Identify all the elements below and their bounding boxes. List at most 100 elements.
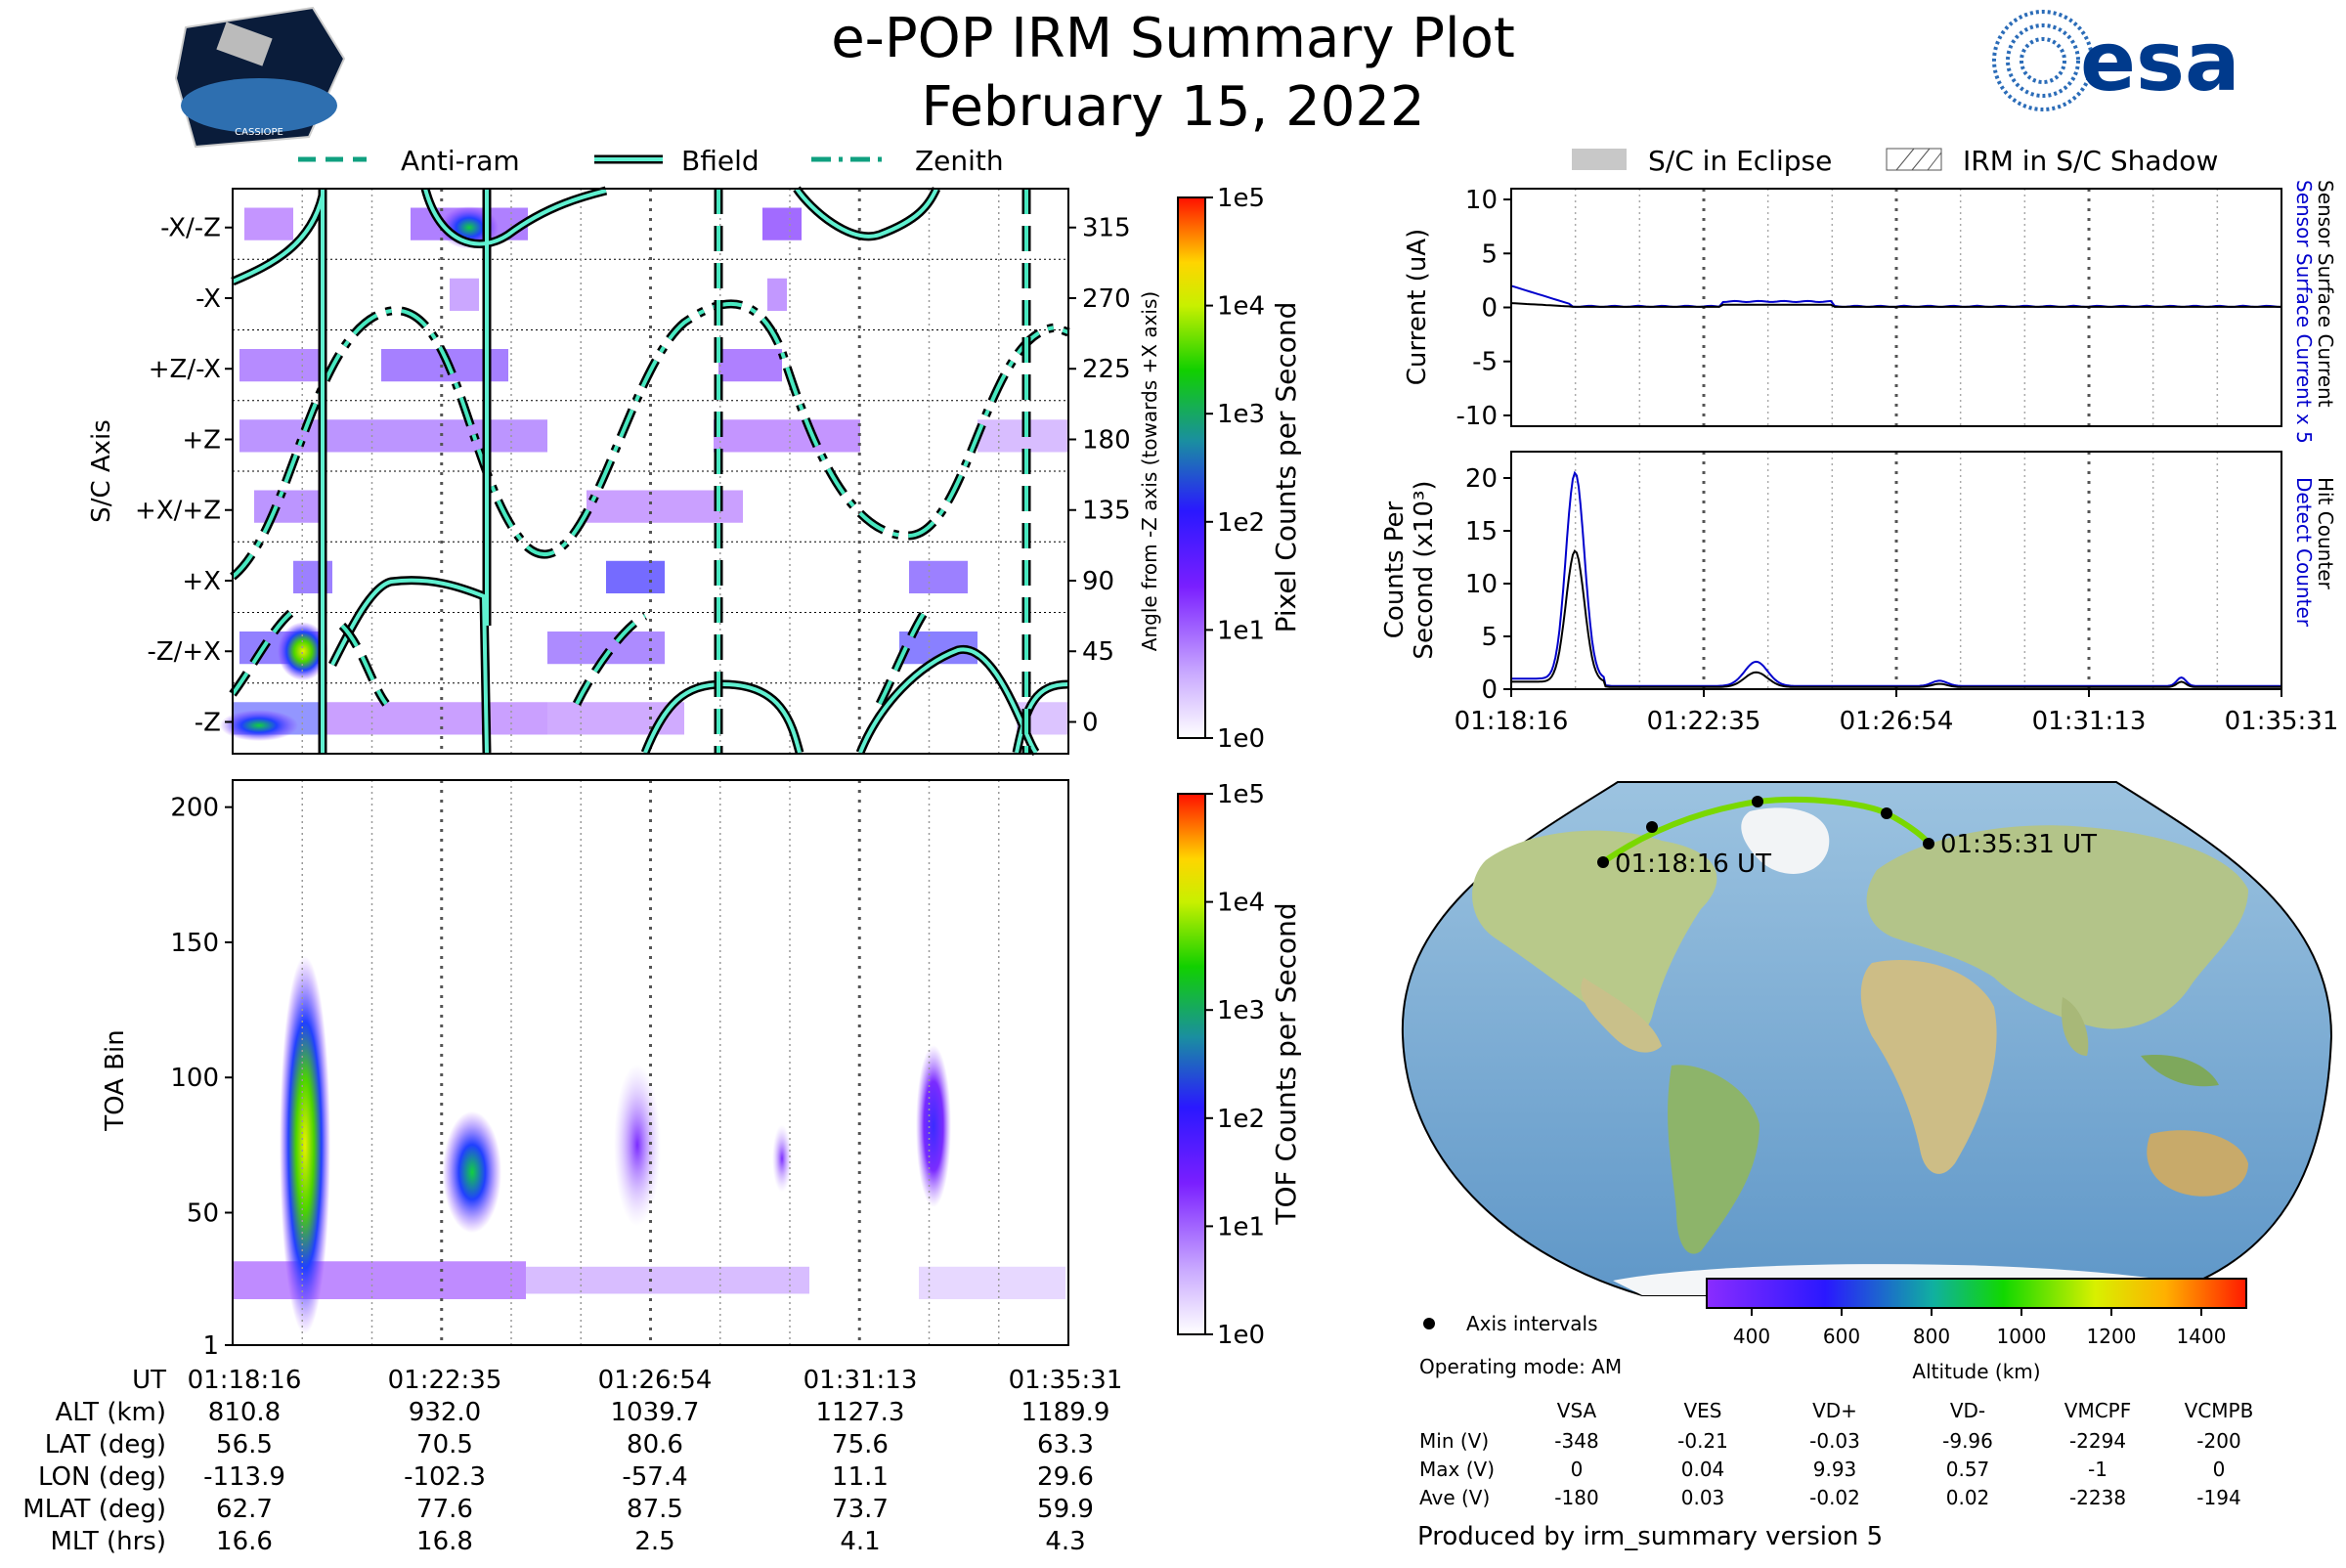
toa-band	[233, 1261, 526, 1299]
toa-tick-label: 50	[187, 1198, 219, 1228]
colorbar-tick-label: 1e1	[1217, 616, 1265, 645]
ephemeris-cell: 62.7	[216, 1495, 273, 1524]
toa-hotspot	[280, 955, 330, 1334]
voltage-cell: -2294	[2069, 1429, 2126, 1453]
ephemeris-cell: 29.6	[1037, 1462, 1094, 1492]
angle-tick-label: 270	[1082, 284, 1131, 314]
ephemeris-row-label: UT	[132, 1366, 166, 1395]
sc-axis-tick-label: +Z/-X	[149, 355, 221, 384]
sc-axis-tick-label: +Z	[182, 425, 221, 455]
voltage-cell: -0.21	[1677, 1429, 1728, 1453]
voltage-cell: -9.96	[1942, 1429, 1993, 1453]
legend-eclipse: S/C in Eclipse IRM in S/C Shadow	[1572, 145, 2218, 177]
sc-axis-panel: -X/-Z -X +Z/-X +Z +X/+Z +X -Z/+X -Z 315 270 225 18…	[87, 186, 1161, 757]
ephemeris-cell: 63.3	[1037, 1430, 1094, 1459]
orbit-interval-dot	[1752, 796, 1763, 807]
counts-tick-label: 10	[1465, 570, 1498, 599]
voltage-header: VMCPF	[2064, 1399, 2131, 1422]
ephemeris-row-label: MLAT (deg)	[22, 1495, 166, 1524]
altitude-tick-label: 1200	[2087, 1325, 2137, 1348]
ephemeris-cell: 4.3	[1045, 1527, 1085, 1556]
ephemeris-cell: 16.6	[216, 1527, 273, 1556]
hit-counter-line	[1511, 548, 2281, 688]
ephemeris-row-label: ALT (km)	[55, 1398, 166, 1427]
counts-x-tick-label: 01:22:35	[1647, 707, 1761, 736]
counts-ylabel-line2: Second (x10³)	[1410, 480, 1439, 659]
orbit-interval-dot	[1881, 807, 1892, 819]
current-tick-label: 0	[1481, 294, 1498, 324]
map-greenland	[1741, 807, 1830, 874]
pixel-count-band	[718, 349, 782, 382]
voltage-cell: -0.03	[1809, 1429, 1860, 1453]
counts-ylabel-line1: Counts Per	[1380, 501, 1410, 638]
page-title: e-POP IRM Summary Plot	[831, 7, 1515, 70]
colorbar-tick-label: 1e5	[1217, 184, 1265, 213]
voltage-row-label: Min (V)	[1419, 1429, 1489, 1453]
map-north-america	[1472, 830, 1717, 1035]
ephemeris-cell: 77.6	[416, 1495, 473, 1524]
voltage-cell: 9.93	[1813, 1458, 1857, 1481]
colorbar-tick-label: 1e4	[1217, 292, 1265, 322]
pixel-hotspot	[220, 710, 298, 742]
angle-tick-label: 135	[1082, 497, 1131, 526]
axis-intervals-dot	[1423, 1318, 1435, 1329]
voltage-cell: 0.04	[1681, 1458, 1725, 1481]
voltage-cell: -2238	[2069, 1486, 2126, 1509]
orbit-end-label: 01:35:31 UT	[1940, 830, 2097, 859]
counts-x-tick-label: 01:35:31	[2225, 707, 2339, 736]
current-tick-label: -10	[1456, 402, 1498, 431]
toa-ylabel: TOA Bin	[101, 1029, 130, 1131]
colorbar-tick-label: 1e5	[1217, 780, 1265, 809]
operating-mode: Operating mode: AM	[1419, 1355, 1622, 1378]
sc-axis-tick-label: -Z	[195, 708, 221, 737]
current-ylabel: Current (uA)	[1403, 229, 1432, 385]
ephemeris-cell: 4.1	[840, 1527, 880, 1556]
altitude-tick-label: 800	[1913, 1325, 1950, 1348]
sc-axis-tick-label: -X/-Z	[160, 214, 221, 243]
ephemeris-cell: 2.5	[634, 1527, 674, 1556]
current-right-label-blue: Sensor Surface Current x 5	[2292, 180, 2316, 444]
counts-tick-label: 0	[1481, 675, 1498, 705]
pixel-count-band	[909, 560, 968, 593]
toa-tick-label: 100	[170, 1064, 219, 1093]
colorbar-tick-label: 1e4	[1217, 889, 1265, 918]
pixel-count-band	[767, 278, 787, 311]
ephemeris-cell: 80.6	[627, 1430, 683, 1459]
footer: Produced by irm_summary version 5	[1417, 1522, 1883, 1551]
ephemeris-row-label: LON (deg)	[38, 1462, 166, 1492]
altitude-tick-label: 400	[1733, 1325, 1770, 1348]
pixel-count-band	[244, 207, 293, 240]
voltage-cell: -1	[2088, 1458, 2107, 1481]
altitude-colorbar: 400 600 800 1000 1200 1400 Altitude (km)	[1706, 1278, 2247, 1383]
cassiope-logo: CASSIOPE	[174, 6, 346, 149]
voltage-cell: -194	[2196, 1486, 2240, 1509]
counts-right-label-blue: Detect Counter	[2292, 477, 2316, 628]
sc-axis-tick-label: +X	[182, 567, 221, 596]
ephemeris-cell: 11.1	[832, 1462, 889, 1492]
voltage-row-label: Max (V)	[1419, 1458, 1495, 1481]
angle-tick-label: 0	[1082, 708, 1099, 737]
pixel-count-band	[323, 702, 547, 735]
pixel-hotspot	[278, 622, 328, 681]
map-south-america	[1668, 1065, 1760, 1254]
legend-bfield: Bfield	[681, 145, 760, 177]
esa-logo: esa	[1992, 10, 2240, 111]
tof-colorbar: 1e5 1e4 1e3 1e2 1e1 1e0 TOF Counts per Second	[1177, 780, 1302, 1350]
ephemeris-cell: 01:31:13	[804, 1366, 918, 1395]
toa-tick-label: 1	[202, 1331, 219, 1361]
altitude-tick-label: 1000	[1997, 1325, 2047, 1348]
pixel-colorbar: 1e5 1e4 1e3 1e2 1e1 1e0 Pixel Counts per Seco…	[1177, 184, 1302, 754]
sc-axis-ylabel: S/C Axis	[87, 419, 116, 523]
ephemeris-cell: 01:22:35	[388, 1366, 502, 1395]
counts-right-label-black: Hit Counter	[2314, 477, 2337, 589]
counts-tick-label: 15	[1465, 517, 1498, 546]
ephemeris-cell: 87.5	[627, 1495, 683, 1524]
map-eurasia	[1866, 825, 2248, 1029]
pixel-count-band	[239, 419, 547, 453]
voltage-cell: -180	[1554, 1486, 1598, 1509]
counts-x-tick-label: 01:26:54	[1840, 707, 1954, 736]
tof-colorbar-label: TOF Counts per Second	[1270, 902, 1302, 1225]
current-panel: 10 5 0 -5 -10 Current (uA) Sensor Surface Cu…	[1403, 180, 2337, 444]
